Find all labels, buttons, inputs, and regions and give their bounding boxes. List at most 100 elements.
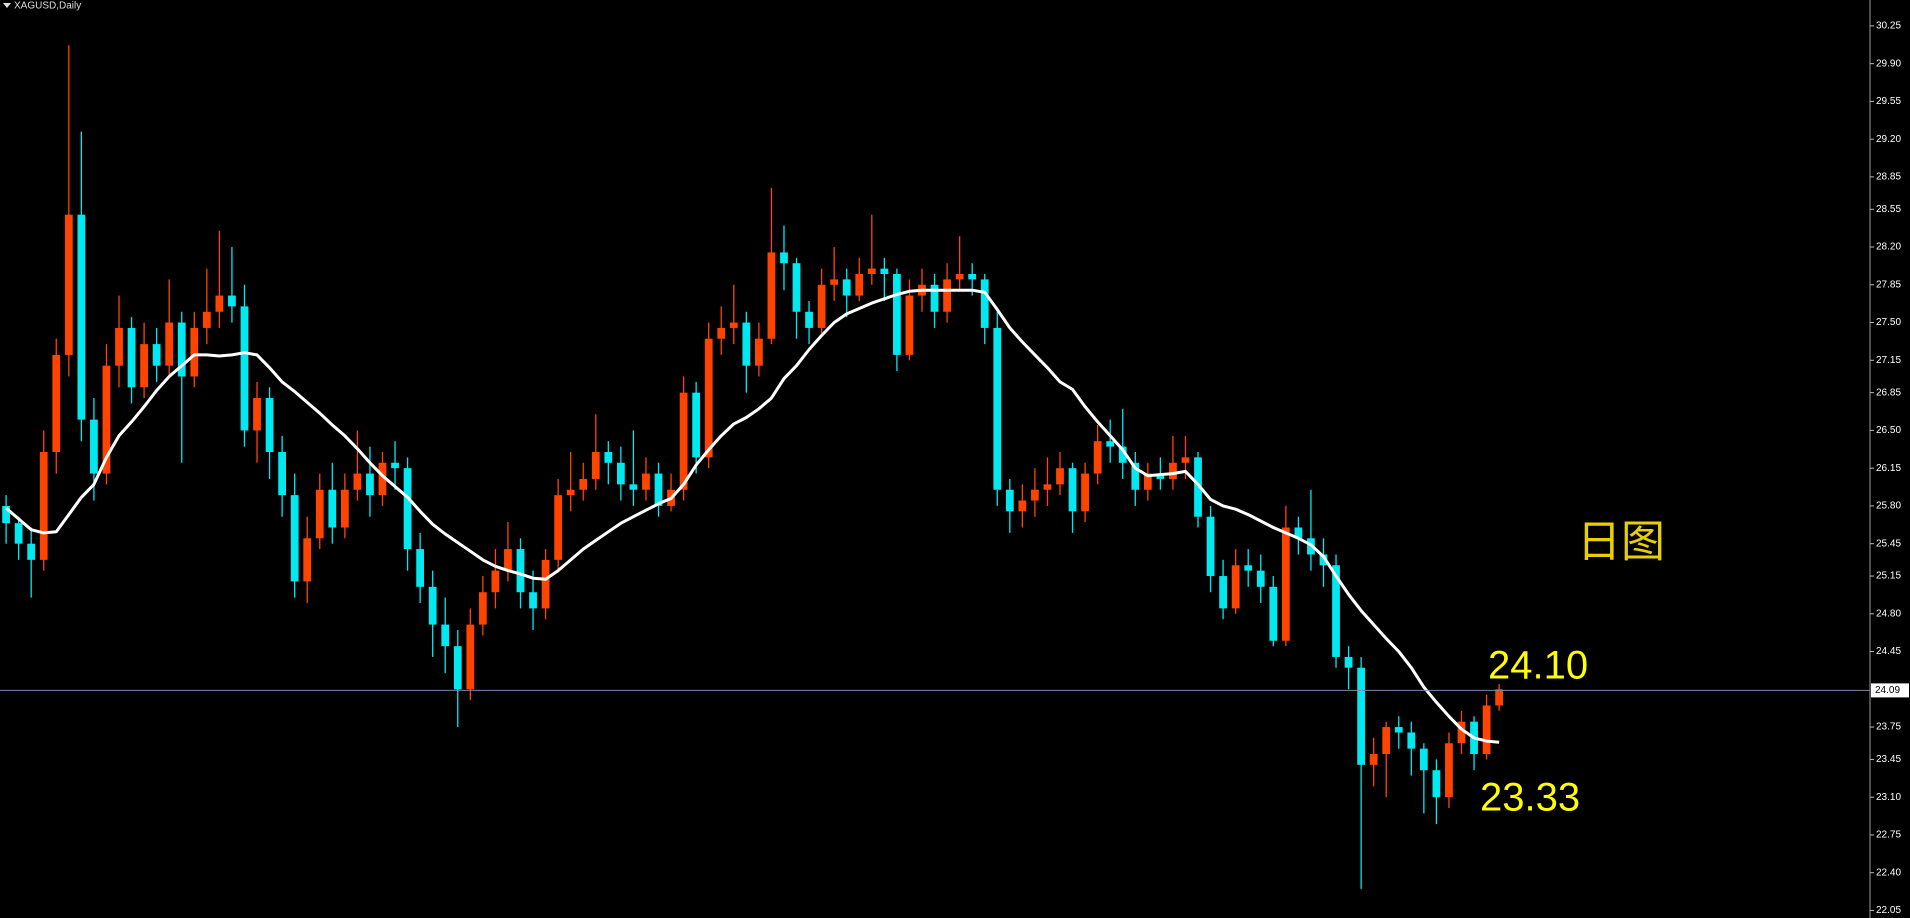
candle-body — [52, 354, 61, 452]
candle-body — [504, 549, 512, 571]
candle-body — [1118, 446, 1127, 463]
candle-body — [1394, 727, 1403, 733]
candle-body — [830, 279, 839, 285]
candle-body — [328, 489, 337, 528]
candle-body — [1244, 565, 1253, 571]
candle-body — [1432, 770, 1441, 798]
candle-body — [315, 489, 324, 539]
candle-body — [215, 295, 224, 312]
candle-body — [1419, 748, 1428, 771]
candle-body — [679, 392, 688, 490]
candle-body — [340, 489, 349, 528]
candle-body — [541, 559, 550, 609]
candle-body — [591, 451, 600, 479]
candle-body — [290, 495, 299, 582]
y-tick-label: 22.75 — [1876, 830, 1901, 841]
y-tick-label: 29.55 — [1876, 96, 1901, 107]
candle-body — [202, 311, 211, 328]
y-tick-label: 25.80 — [1876, 501, 1901, 512]
candle-body — [1031, 489, 1039, 501]
y-tick-label: 28.85 — [1876, 172, 1901, 183]
y-tick-label: 26.85 — [1876, 387, 1901, 398]
annotation: 24.10 — [1488, 644, 1588, 688]
candle-body — [1294, 527, 1303, 539]
y-tick-label: 30.25 — [1876, 21, 1901, 32]
candle-body — [1256, 570, 1265, 587]
chart-title: XAGUSD,Daily — [14, 1, 81, 12]
candle-body — [604, 451, 613, 463]
candle-body — [1143, 473, 1152, 490]
candle-body — [842, 279, 851, 296]
candle-body — [90, 419, 98, 474]
annotation: 日图 — [1577, 518, 1665, 567]
current-price-box — [1871, 683, 1909, 698]
annotation: 23.33 — [1480, 776, 1580, 820]
y-tick-label: 29.20 — [1876, 134, 1901, 145]
candle-body — [880, 268, 889, 274]
candle-body — [403, 468, 412, 550]
candle-body — [1407, 732, 1416, 749]
candle-body — [140, 344, 148, 388]
candle-body — [428, 586, 437, 625]
candle-body — [1482, 705, 1491, 755]
candle-body — [1206, 516, 1215, 577]
candle-body — [980, 279, 989, 328]
candle-body — [767, 252, 776, 339]
y-tick-label: 25.45 — [1876, 538, 1901, 549]
y-tick-label: 24.80 — [1876, 608, 1901, 619]
candle-body — [240, 306, 249, 431]
y-tick-label: 23.75 — [1876, 722, 1901, 733]
candle-body — [1281, 527, 1290, 641]
candle-body — [516, 549, 525, 593]
candle-body — [692, 392, 701, 458]
candle-body — [1332, 565, 1340, 657]
candle-body — [416, 549, 425, 587]
candle-body — [955, 273, 964, 280]
y-tick-label: 27.50 — [1876, 317, 1901, 328]
candle-body — [1081, 473, 1089, 512]
candle-body — [478, 592, 487, 625]
candle-body — [579, 478, 588, 490]
candle-body — [1156, 473, 1165, 479]
y-tick-label: 26.50 — [1876, 425, 1901, 436]
y-tick-label: 22.40 — [1876, 867, 1901, 878]
candle-body — [378, 462, 387, 496]
candle-body — [905, 295, 914, 355]
current-price-label: 24.09 — [1875, 685, 1900, 696]
candle-body — [366, 473, 374, 496]
candle-body — [1194, 457, 1202, 517]
candle-body — [1018, 500, 1027, 512]
candle-body — [177, 322, 186, 377]
candle-body — [704, 338, 713, 458]
candle-body — [1106, 441, 1115, 447]
y-tick-label: 22.05 — [1876, 905, 1901, 916]
candle-body — [14, 523, 23, 544]
y-tick-label: 29.90 — [1876, 58, 1901, 69]
candle-body — [2, 505, 10, 524]
candle-body — [1231, 565, 1240, 609]
candle-body — [115, 327, 123, 366]
candle-body — [27, 543, 36, 560]
candle-body — [1005, 489, 1014, 512]
candle-body — [165, 322, 174, 366]
candle-body — [1357, 667, 1366, 765]
candle-body — [491, 570, 500, 593]
candle-body — [792, 263, 801, 312]
candle-body — [391, 462, 399, 469]
candle-body — [1131, 462, 1140, 490]
candle-body — [353, 473, 362, 490]
candle-body — [1068, 468, 1077, 512]
candle-body — [629, 484, 638, 490]
candle-body — [780, 252, 788, 264]
y-tick-label: 26.15 — [1876, 463, 1901, 474]
candle-body — [993, 327, 1002, 490]
candle-body — [1382, 727, 1391, 755]
y-tick-label: 25.15 — [1876, 571, 1901, 582]
candle-body — [102, 365, 111, 474]
candle-body — [855, 273, 864, 296]
candle-body — [1043, 484, 1052, 490]
y-tick-label: 24.45 — [1876, 646, 1901, 657]
